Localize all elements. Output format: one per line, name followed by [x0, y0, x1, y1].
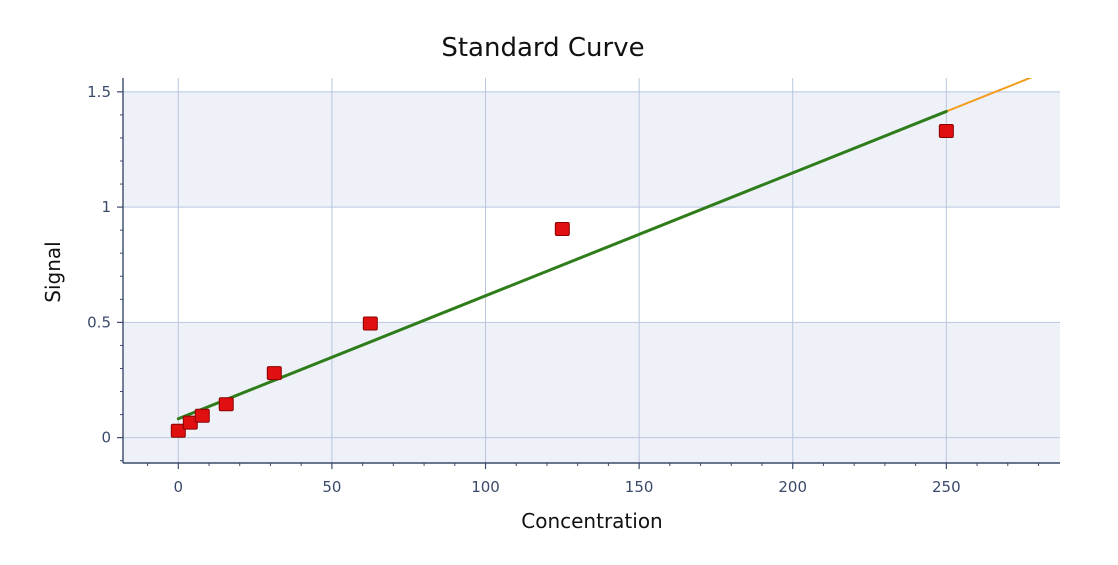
data-point	[554, 222, 570, 237]
x-tick-label: 0	[174, 478, 184, 496]
data-points	[170, 124, 954, 438]
y-tick-label: 1.5	[87, 83, 111, 101]
chart-title: Standard Curve	[441, 33, 644, 63]
x-tick-label: 150	[625, 478, 654, 496]
plot-area	[123, 78, 1060, 463]
plot-band	[123, 322, 1060, 438]
data-point	[938, 124, 954, 139]
axes	[122, 78, 1060, 464]
y-tick-label: 1	[101, 198, 111, 216]
y-tick-label: 0	[101, 429, 111, 447]
green-fit-line	[176, 109, 948, 421]
x-tick-label: 100	[471, 478, 500, 496]
data-point	[194, 408, 210, 423]
plot-band	[123, 437, 1060, 463]
y-axis-label: Signal	[41, 241, 65, 302]
x-axis-label: Concentration	[521, 509, 662, 533]
data-point	[266, 366, 282, 381]
ticks: 0 50 100 150 200 250 0 0.5 1 1.5	[87, 83, 1039, 496]
data-point	[170, 423, 186, 438]
x-tick-label: 50	[322, 478, 341, 496]
y-tick-label: 0.5	[87, 313, 111, 331]
x-tick-label: 250	[932, 478, 961, 496]
data-point	[362, 316, 378, 331]
grid	[123, 78, 1060, 463]
plot-band	[123, 91, 1060, 208]
data-point	[218, 397, 234, 412]
x-tick-label: 200	[778, 478, 807, 496]
fit-lines	[176, 78, 1033, 421]
